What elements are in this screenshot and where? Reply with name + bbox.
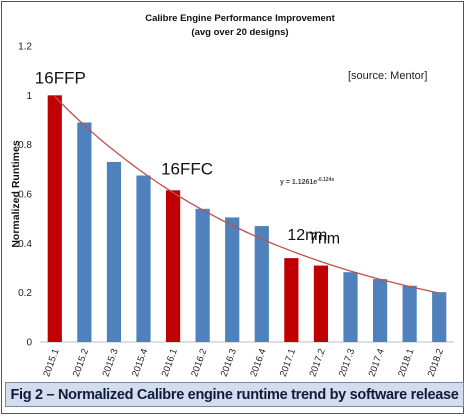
x-tick-label: 2018.1: [396, 347, 416, 378]
plot-area: 0 0.2 0.4 0.6 0.8 1 1.2 2015.1 2015.2 2015.3 2015.…: [18, 42, 454, 378]
bar-2015-4: [136, 175, 151, 342]
trendline-equation-exponent: -0.124x: [317, 177, 334, 183]
chart-title: Calibre Engine Performance Improvement: [145, 13, 335, 24]
y-tick-label: 1: [26, 91, 32, 102]
x-tick-label: 2015.1: [41, 347, 61, 378]
y-tick-label: 0.8: [18, 140, 32, 151]
y-tick-label: 0.4: [18, 239, 32, 250]
x-tick-label: 2015.2: [71, 347, 91, 378]
bar-2018-2: [432, 292, 447, 342]
bar-2017-1: [284, 258, 299, 342]
bar-2015-1: [47, 95, 62, 342]
chart-subtitle: (avg over 20 designs): [191, 27, 288, 38]
x-tick-label: 2016.1: [160, 347, 180, 378]
annotation-label: 16FFC: [161, 159, 213, 178]
x-tick-label: 2017.1: [278, 347, 298, 378]
annotation-label: 12nm: [287, 227, 327, 244]
bar-2017-2: [313, 265, 329, 342]
bar-2016-3: [225, 217, 240, 342]
x-tick-label: 2017.3: [337, 347, 357, 378]
x-tick-label: 2018.2: [426, 347, 446, 378]
x-tick-label: 2017.2: [307, 347, 327, 378]
annotation-label: 7nm: [309, 231, 340, 248]
trendline: [54, 96, 440, 294]
runtime-bar-chart: Calibre Engine Performance Improvement (…: [10, 13, 454, 378]
y-tick-label: 0.2: [18, 288, 32, 299]
bar-2016-2: [195, 208, 210, 342]
x-tick-label: 2017.4: [367, 347, 387, 378]
figure-caption: Fig 2 – Normalized Calibre engine runtim…: [10, 386, 459, 403]
figure-caption-bar: Fig 2 – Normalized Calibre engine runtim…: [5, 382, 464, 407]
source-note: [source: Mentor]: [348, 70, 427, 82]
trendline-equation: y = 1.1261e-0.124x: [280, 177, 334, 186]
bar-2016-4: [254, 226, 269, 342]
x-tick-label: 2016.2: [189, 347, 209, 378]
trendline-equation-base: y = 1.1261e: [280, 179, 317, 186]
bar-2016-1: [165, 190, 181, 342]
bar-2015-2: [77, 122, 92, 342]
bar-2015-3: [106, 161, 122, 342]
x-tick-label: 2015.3: [100, 347, 120, 378]
y-tick-label: 0.6: [18, 190, 32, 201]
x-tick-label: 2016.4: [248, 347, 268, 378]
x-tick-label: 2015.4: [130, 347, 150, 378]
annotation-label: 16FFP: [35, 68, 86, 87]
y-tick-label: 1.2: [18, 42, 32, 53]
y-axis-label: Normalized Runtimes: [10, 140, 22, 248]
bar-2018-1: [402, 285, 417, 342]
y-tick-label: 0: [26, 338, 32, 349]
x-tick-label: 2016.3: [219, 347, 239, 378]
bar-2017-3: [343, 272, 358, 342]
bar-2017-4: [372, 279, 388, 342]
